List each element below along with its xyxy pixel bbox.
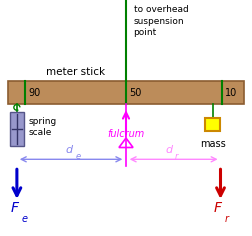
Text: $r$: $r$ xyxy=(224,213,231,224)
Text: fulcrum: fulcrum xyxy=(107,129,145,139)
Text: $F$: $F$ xyxy=(10,201,20,215)
Text: 90: 90 xyxy=(28,88,41,98)
Text: $e$: $e$ xyxy=(75,152,81,161)
Text: 50: 50 xyxy=(129,88,141,98)
Bar xyxy=(8,81,244,104)
Text: mass: mass xyxy=(200,139,226,149)
Bar xyxy=(205,118,220,131)
Text: $F$: $F$ xyxy=(213,201,223,215)
Text: 10: 10 xyxy=(225,88,237,98)
Text: $e$: $e$ xyxy=(21,214,29,224)
Text: meter stick: meter stick xyxy=(46,67,105,77)
Text: $r$: $r$ xyxy=(174,151,180,161)
Text: $d$: $d$ xyxy=(65,143,74,155)
Text: spring
scale: spring scale xyxy=(29,117,57,138)
Text: to overhead
suspension
point: to overhead suspension point xyxy=(134,5,188,37)
Text: $d$: $d$ xyxy=(165,143,174,155)
Bar xyxy=(10,112,24,146)
